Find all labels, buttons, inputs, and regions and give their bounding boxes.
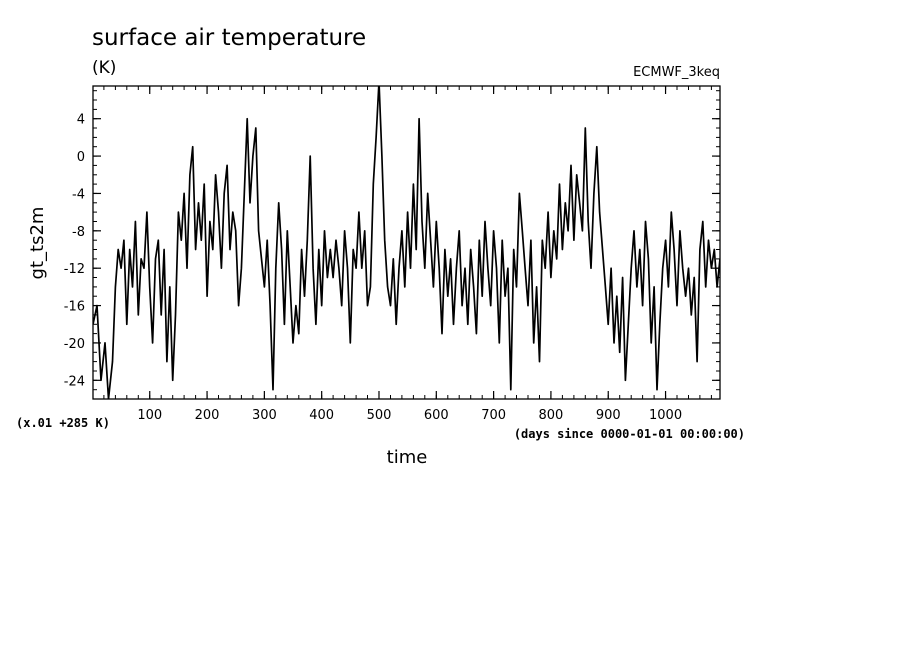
x-tick-label: 1000 [649, 408, 682, 423]
run-label: ECMWF_3keq [633, 65, 720, 80]
y-tick-label: -12 [64, 262, 85, 277]
plot-frame [92, 85, 721, 400]
y-tick-label: 0 [77, 150, 85, 165]
plot-area [93, 86, 720, 399]
x-tick-label: 400 [309, 408, 334, 423]
y-tick-label: -4 [72, 187, 85, 202]
x-tick-label: 900 [596, 408, 621, 423]
y-tick-label: -24 [64, 374, 85, 389]
x-tick-label: 800 [539, 408, 564, 423]
y-tick-label: 4 [77, 113, 85, 128]
y-tick-label: -8 [72, 225, 85, 240]
x-axis-label: time [387, 447, 428, 468]
chart-title: surface air temperature [92, 25, 366, 51]
y-axis-label: gt_ts2m [27, 207, 48, 280]
x-tick-label: 300 [252, 408, 277, 423]
series-line-1 [93, 86, 720, 399]
x-tick-label: 700 [481, 408, 506, 423]
x-tick-label: 200 [195, 408, 220, 423]
x-units-note: (days since 0000-01-01 00:00:00) [514, 427, 745, 441]
y-tick-label: -16 [64, 300, 85, 315]
chart-units: (K) [92, 58, 116, 78]
x-tick-label: 600 [424, 408, 449, 423]
x-tick-label: 500 [367, 408, 392, 423]
y-scale-note: (x.01 +285 K) [16, 416, 110, 430]
x-tick-label: 100 [137, 408, 162, 423]
y-tick-label: -20 [64, 337, 85, 352]
